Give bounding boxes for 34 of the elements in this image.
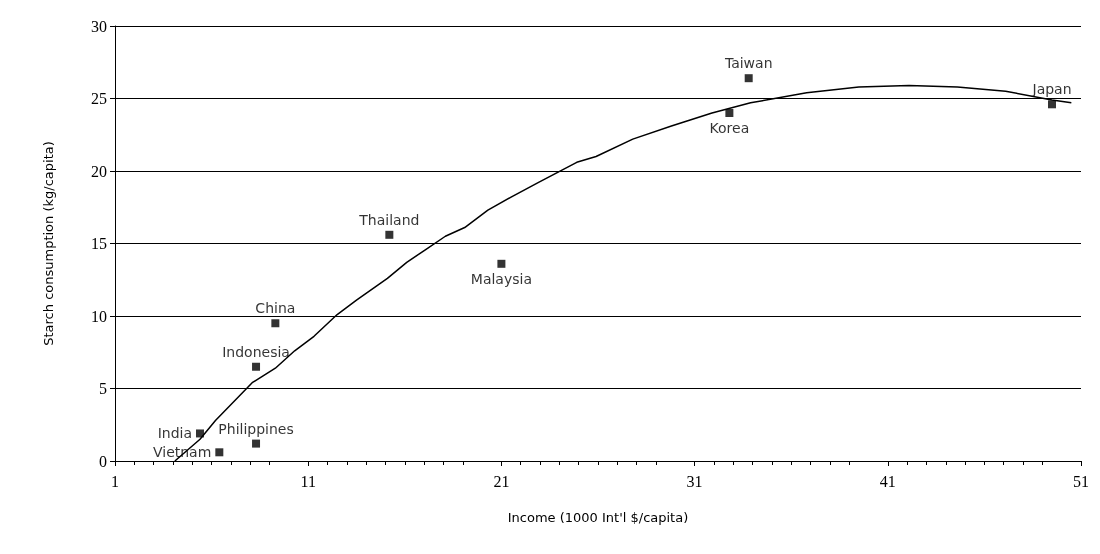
point xyxy=(497,259,506,268)
x-tick-label: 11 xyxy=(300,472,316,490)
x-axis-title: Income (1000 Int'l $/capita) xyxy=(507,510,689,525)
point xyxy=(271,319,280,328)
annotation: Indonesia xyxy=(222,343,290,360)
point xyxy=(1048,100,1057,109)
y-tick-label: 0 xyxy=(99,452,107,470)
annotation: Thailand xyxy=(358,211,420,228)
annotation: Philippines xyxy=(218,420,294,437)
y-axis-title: Starch consumption (kg/capita) xyxy=(41,141,56,346)
annotation: Japan xyxy=(1031,81,1072,98)
y-tick-label: 15 xyxy=(91,235,107,252)
annotation: India xyxy=(157,425,193,442)
y-tick-label: 5 xyxy=(99,380,107,397)
annotation: Taiwan xyxy=(723,55,773,72)
y-tick-label: 20 xyxy=(91,162,107,180)
x-tick-label: 41 xyxy=(879,472,896,490)
point xyxy=(252,362,261,371)
annotation: China xyxy=(255,300,296,317)
x-tick-label: 21 xyxy=(493,472,510,490)
point xyxy=(385,230,394,239)
point xyxy=(215,448,224,457)
y-tick-label: 30 xyxy=(91,17,107,35)
x-tick-label: 31 xyxy=(686,472,703,490)
annotation: Malaysia xyxy=(470,270,532,287)
y-tick-label: 25 xyxy=(91,90,107,107)
x-tick-label: 1 xyxy=(111,472,119,490)
point xyxy=(196,429,205,438)
point xyxy=(252,439,261,448)
point xyxy=(744,74,753,83)
point xyxy=(725,109,734,117)
annotation: Korea xyxy=(709,120,750,136)
x-tick-label: 51 xyxy=(1073,472,1089,490)
y-tick-label: 10 xyxy=(91,307,107,325)
